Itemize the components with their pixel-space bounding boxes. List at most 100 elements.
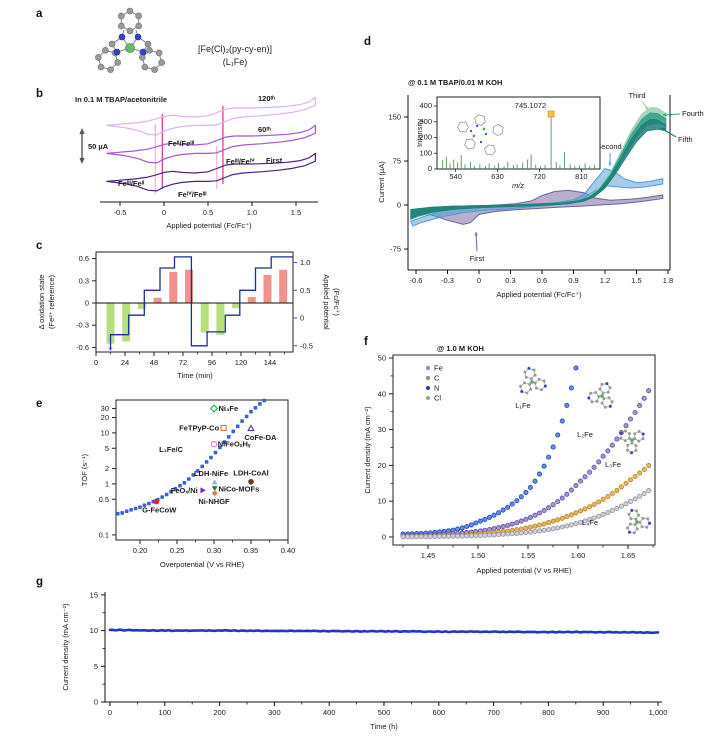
inset-molecule-sketch [457, 114, 504, 156]
lsv-point-L₁Fe [514, 498, 520, 504]
x-tick-label: 1.0 [247, 208, 257, 217]
ref-label: NiFeOₓHᵧ [218, 440, 251, 449]
lsv-point-L₃Fe [605, 493, 611, 500]
x-tick-label: 100 [159, 708, 172, 717]
legend-label-Fe: Fe [434, 364, 443, 373]
y-axis-title: TOF (s⁻¹) [80, 453, 89, 486]
lsv-point-L₂Fe [614, 436, 620, 442]
sketch-ring [464, 138, 476, 150]
lsv-koh-chart: @ 1.0 M KOH 0 10 20 30 40 50 1.45 1.50 1.55 1.60 1.… [363, 344, 656, 575]
series-label-L₁Fe: L₁Fe [515, 401, 530, 410]
c-atom [537, 377, 541, 381]
x-tick-label: 1.65 [621, 551, 636, 560]
x-tick-label: 96 [208, 358, 216, 367]
sketch-n-atom [479, 140, 483, 144]
c-atom [641, 516, 645, 520]
nitrogen-atom [134, 33, 142, 41]
lsv-point-L₄Fe [409, 534, 415, 540]
legend-label-C: C [434, 374, 440, 383]
lsv-point-L₁Fe [555, 432, 561, 438]
marker-diamond-open [209, 404, 219, 413]
c-atom [633, 432, 637, 436]
lsv-point-L₁Fe [455, 526, 461, 532]
peak-marker [547, 110, 555, 118]
x-tick-label: 0.20 [133, 546, 148, 555]
lsv-point-L₂Fe [623, 423, 629, 429]
lsv-point-L₃Fe [523, 525, 529, 531]
lsv-point-L₂Fe [505, 522, 511, 528]
lsv-point-L₄Fe [641, 491, 647, 497]
lsv-point-L₂Fe [527, 514, 533, 520]
n-atom [520, 390, 524, 393]
tof-data-point [147, 501, 151, 506]
x-axis-title: Applied potential (V vs RHE) [476, 566, 572, 575]
c-atom [632, 531, 636, 535]
y-tick-label: 1 [105, 479, 109, 488]
tof-data-point [160, 495, 164, 499]
sketch-n-atom [469, 129, 473, 133]
c-atom [626, 443, 630, 447]
tof-data-point [227, 435, 231, 439]
tof-data-point [116, 511, 120, 516]
c-atom [600, 401, 604, 405]
lsv-point-L₂Fe [509, 521, 515, 527]
lsv-point-L₃Fe [591, 501, 597, 508]
lsv-point-L₂Fe [555, 498, 561, 505]
x-tick-label: -0.5 [114, 208, 127, 217]
lsv-point-L₁Fe [500, 507, 506, 513]
lsv-point-L₁Fe [468, 522, 474, 528]
lsv-point-L₂Fe [587, 469, 593, 475]
series-label-L₃Fe: L₃Fe [605, 460, 621, 469]
inset-y-tick-label: 0 [428, 164, 432, 173]
lsv-point-L₁Fe [505, 504, 511, 510]
c-atom [637, 513, 641, 517]
n-atom [619, 431, 623, 435]
y-tick-label: 0.6 [79, 254, 89, 263]
y-tick-label: 0 [382, 533, 386, 542]
lsv-point-L₃Fe [609, 490, 615, 497]
y-tick-label: 2 [105, 464, 109, 473]
lsv-point-L₄Fe [477, 532, 483, 539]
lsv-point-L₂Fe [605, 448, 611, 454]
oxidation-state-bar [216, 303, 225, 335]
y-tick-label: 20 [101, 413, 109, 422]
tof-data-point [187, 477, 191, 481]
tof-data-point [133, 506, 138, 511]
carbon-atom [118, 22, 125, 30]
lsv-point-L₃Fe [577, 508, 584, 514]
lsv-point-L₂Fe [632, 409, 638, 416]
lsv-point-L₁Fe [518, 494, 524, 500]
lsv-point-L₄Fe [577, 519, 584, 525]
legend-marker-Fe [426, 366, 430, 370]
x-tick-label: 500 [378, 708, 391, 717]
y-axis-title: Current density (mA cm⁻²) [363, 406, 372, 494]
lsv-point-L₄Fe [427, 534, 433, 540]
lsv-point-L₁Fe [550, 444, 556, 450]
sketch-ring [492, 124, 504, 136]
cycle-label: First [266, 156, 283, 165]
c-atom [601, 391, 605, 395]
c-atom [595, 399, 599, 403]
c-atom [646, 517, 650, 521]
carbon-atom [158, 59, 165, 66]
scale-bar-label: 50 µA [88, 142, 109, 151]
lsv-point-L₄Fe [605, 510, 611, 516]
oxidation-state-bar [137, 303, 146, 309]
panel-label-f: f [364, 336, 368, 348]
lsv-point-L₄Fe [582, 518, 588, 524]
lsv-point-L₃Fe [632, 473, 638, 480]
tof-data-point [138, 505, 142, 509]
lsv-point-L₄Fe [436, 533, 442, 540]
carbon-atom [97, 63, 105, 71]
lsv-point-L₄Fe [491, 532, 497, 538]
oxidation-state-bar [279, 269, 288, 303]
lsv-point-L₄Fe [414, 534, 420, 540]
nitrogen-atom [139, 48, 147, 56]
c-atom [539, 388, 543, 392]
n-atom [605, 382, 609, 386]
x-tick-label: 600 [433, 708, 446, 717]
inset-x-axis-title: m/z [512, 181, 524, 190]
x-tick-label: 800 [542, 708, 555, 717]
carbon-atom [144, 40, 152, 48]
